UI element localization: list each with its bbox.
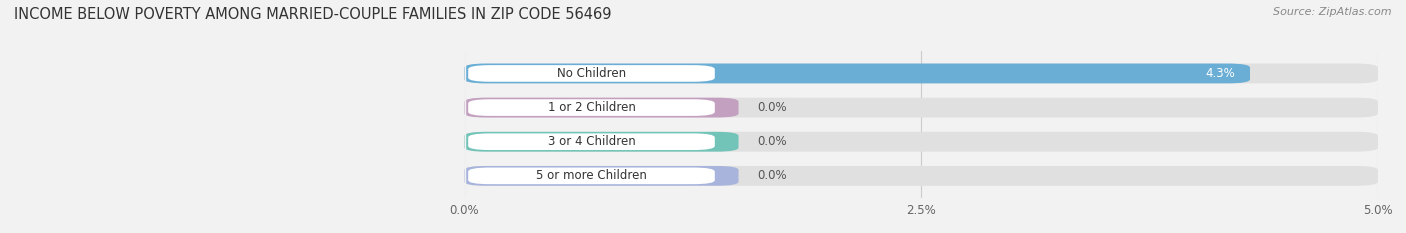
- FancyBboxPatch shape: [468, 65, 714, 82]
- FancyBboxPatch shape: [468, 99, 714, 116]
- Text: INCOME BELOW POVERTY AMONG MARRIED-COUPLE FAMILIES IN ZIP CODE 56469: INCOME BELOW POVERTY AMONG MARRIED-COUPL…: [14, 7, 612, 22]
- FancyBboxPatch shape: [464, 166, 738, 186]
- Text: 0.0%: 0.0%: [756, 135, 786, 148]
- Text: 0.0%: 0.0%: [756, 169, 786, 182]
- FancyBboxPatch shape: [464, 64, 1250, 83]
- Text: 3 or 4 Children: 3 or 4 Children: [547, 135, 636, 148]
- FancyBboxPatch shape: [464, 166, 1378, 186]
- FancyBboxPatch shape: [464, 98, 1378, 117]
- FancyBboxPatch shape: [464, 132, 738, 152]
- Text: No Children: No Children: [557, 67, 626, 80]
- FancyBboxPatch shape: [464, 98, 738, 117]
- Text: 0.0%: 0.0%: [756, 101, 786, 114]
- FancyBboxPatch shape: [464, 132, 1378, 152]
- Text: Source: ZipAtlas.com: Source: ZipAtlas.com: [1274, 7, 1392, 17]
- Text: 5 or more Children: 5 or more Children: [536, 169, 647, 182]
- Text: 4.3%: 4.3%: [1206, 67, 1236, 80]
- Text: 1 or 2 Children: 1 or 2 Children: [547, 101, 636, 114]
- FancyBboxPatch shape: [464, 64, 1378, 83]
- FancyBboxPatch shape: [468, 134, 714, 150]
- FancyBboxPatch shape: [468, 168, 714, 184]
